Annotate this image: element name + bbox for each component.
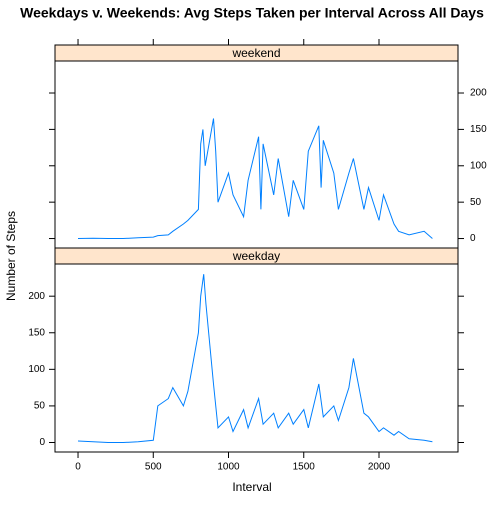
y-tick-label: 0: [470, 233, 476, 244]
y-tick-label: 50: [34, 401, 46, 412]
x-tick-label: 1500: [293, 462, 316, 473]
x-axis-label: Interval: [232, 480, 271, 494]
x-tick-label: 0: [75, 462, 81, 473]
y-tick-label: 200: [470, 88, 487, 99]
y-axis-label: Number of Steps: [4, 211, 18, 301]
y-tick-label: 150: [28, 327, 45, 338]
strip-label: weekend: [231, 46, 280, 60]
y-tick-label: 100: [28, 364, 45, 375]
panel: [54, 60, 459, 249]
y-tick-label: 0: [39, 437, 45, 448]
panel: [54, 263, 459, 453]
y-tick-label: 50: [470, 197, 482, 208]
y-tick-label: 200: [28, 291, 45, 302]
strip-label: weekday: [232, 249, 280, 263]
x-tick-label: 500: [145, 462, 162, 473]
line: [77, 274, 433, 443]
y-tick-label: 150: [470, 124, 487, 135]
line: [77, 118, 433, 239]
y-tick-label: 100: [470, 160, 487, 171]
x-tick-label: 1000: [217, 462, 240, 473]
chart-title: Weekdays v. Weekends: Avg Steps Taken pe…: [20, 5, 484, 21]
x-tick-label: 2000: [368, 462, 391, 473]
